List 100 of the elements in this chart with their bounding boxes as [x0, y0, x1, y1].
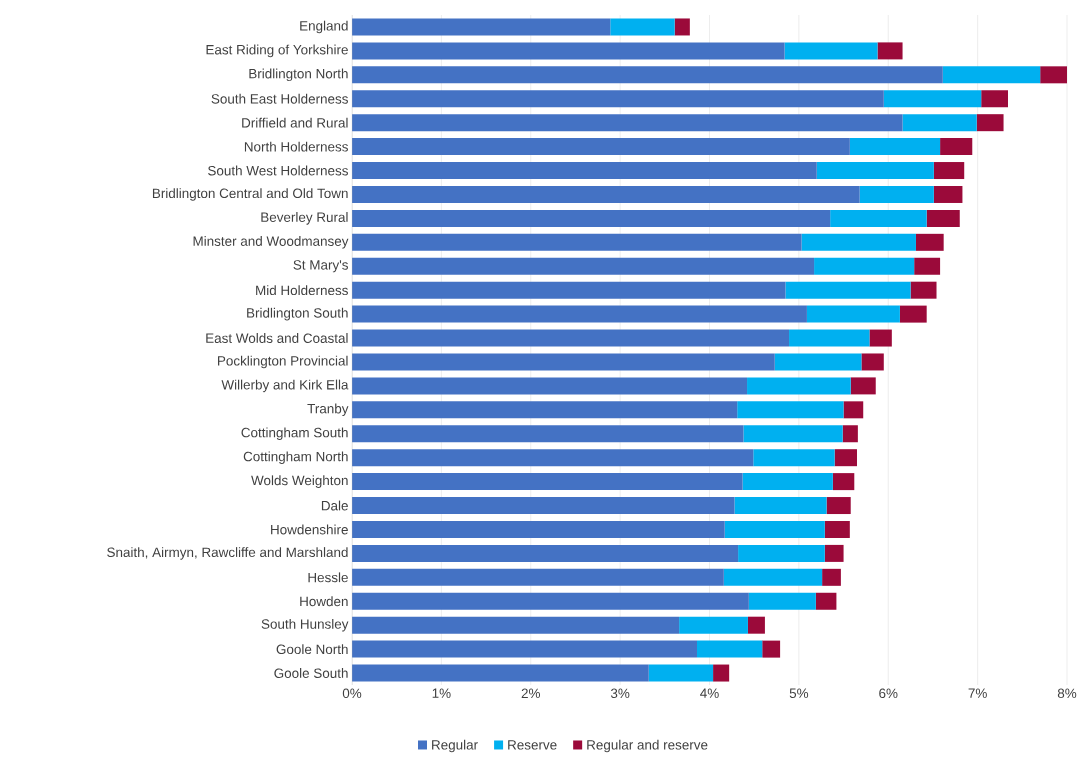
bar: [352, 497, 735, 515]
bar: [814, 257, 915, 275]
bar: [352, 664, 649, 682]
bar: [352, 473, 743, 491]
bar: [734, 497, 827, 515]
bar: [748, 592, 816, 610]
bar: [834, 449, 857, 467]
x-tick-label: 3%: [610, 688, 630, 699]
bar: [832, 473, 855, 491]
bar: [824, 520, 850, 538]
y-tick-label: Howden: [300, 596, 348, 607]
bar: [910, 281, 937, 299]
x-tick-label: 2%: [521, 688, 540, 698]
y-tick-label: Tranby: [307, 403, 349, 417]
bar: [352, 640, 697, 658]
bar: [352, 114, 903, 132]
x-tick-label: 0%: [342, 688, 362, 699]
y-tick-label: Howdenshire: [271, 524, 348, 535]
x-tick-label: 1%: [432, 688, 451, 698]
bar: [849, 138, 941, 156]
bar: [648, 664, 714, 682]
bar: [915, 233, 944, 251]
bar: [352, 233, 802, 251]
bar: [352, 520, 725, 538]
bar: [942, 66, 1041, 84]
bar: [843, 401, 864, 419]
y-tick-label: Bridlington North: [249, 68, 348, 82]
y-tick-label: Willerby and Kirk Ella: [221, 379, 349, 393]
bar: [352, 377, 748, 395]
bar: [352, 185, 860, 203]
bar: [861, 353, 884, 371]
bar: [784, 42, 878, 60]
x-tick-label: 8%: [1057, 688, 1077, 699]
bar: [724, 520, 825, 538]
bar: [850, 377, 876, 395]
bar: [352, 544, 739, 562]
y-tick-label: South East Holderness: [211, 93, 348, 104]
y-tick-label: Wolds Weighton: [251, 475, 348, 488]
bar: [877, 42, 903, 60]
bar: [926, 209, 960, 227]
y-tick-label: Mid Holderness: [256, 285, 348, 296]
bar: [352, 449, 754, 467]
bar: [806, 305, 900, 323]
y-tick-label: Cottingham South: [241, 427, 348, 441]
bar: [747, 377, 851, 395]
bar: [352, 162, 817, 180]
y-tick-label: East Riding of Yorkshire: [206, 44, 348, 58]
bar: [352, 305, 807, 323]
bar: [352, 592, 749, 610]
legend-label: Regular: [432, 739, 478, 753]
bar: [869, 329, 892, 347]
bar: [830, 209, 927, 227]
y-tick-label: Minster and Woodmansey: [193, 236, 349, 249]
bar: [899, 305, 927, 323]
y-tick-label: Hessle: [308, 572, 348, 583]
bar: [352, 401, 738, 419]
bar: [816, 162, 934, 180]
bar: [352, 209, 831, 227]
y-tick-label: St Mary's: [293, 260, 348, 273]
bar: [774, 353, 862, 371]
bar: [723, 568, 823, 586]
y-tick-label: Cottingham North: [243, 451, 348, 464]
y-tick-label: Driffield and Rural: [242, 117, 348, 128]
bar: [815, 592, 837, 610]
bar: [826, 497, 851, 515]
bar: [352, 257, 815, 275]
y-tick-label: Dale: [321, 500, 348, 511]
bar: [747, 616, 765, 634]
x-tick-label: 6%: [879, 688, 898, 699]
y-tick-label: South Hunsley: [261, 618, 349, 632]
legend-label: Regular and reserve: [587, 739, 708, 753]
bar: [789, 329, 870, 347]
bar: [785, 281, 911, 299]
y-tick-label: Pocklington Provincial: [218, 355, 348, 369]
y-tick-label: Snaith, Airmyn, Rawcliffe and Marshland: [107, 547, 348, 560]
bar: [742, 473, 833, 491]
bar: [352, 138, 850, 156]
bar: [352, 425, 744, 443]
bar: [352, 90, 884, 108]
y-tick-label: Beverley Rural: [261, 212, 348, 225]
bar: [762, 640, 781, 658]
bar: [352, 353, 775, 371]
bar: [981, 90, 1009, 108]
bar: [674, 18, 690, 36]
bar: [696, 640, 763, 658]
y-tick-label: Bridlington Central and Old Town: [152, 188, 348, 201]
bar: [352, 568, 724, 586]
bar: [940, 138, 973, 156]
bar: [801, 233, 916, 251]
bar: [352, 66, 943, 84]
bar: [610, 18, 675, 36]
y-tick-label: North Holderness: [244, 141, 348, 152]
bar: [859, 185, 934, 203]
bar: [824, 544, 844, 562]
x-tick-label: 4%: [700, 688, 719, 698]
bar: [933, 185, 963, 203]
bar: [352, 281, 786, 299]
bar: [737, 401, 844, 419]
bar: [743, 425, 843, 443]
bar: [679, 616, 748, 634]
